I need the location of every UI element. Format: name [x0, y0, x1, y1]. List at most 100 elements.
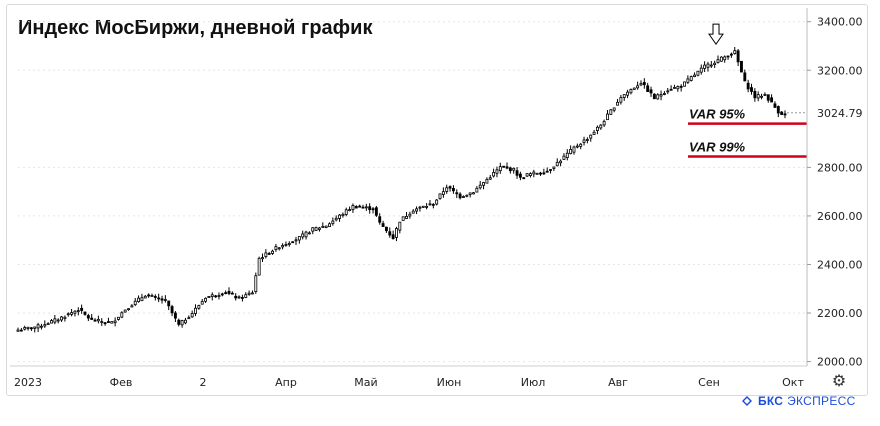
candle-body: [254, 275, 258, 292]
candle: [170, 304, 174, 317]
candle-body: [277, 247, 281, 250]
candle: [398, 221, 402, 234]
candle-body: [733, 50, 737, 54]
candle: [274, 243, 278, 252]
candle-body: [629, 89, 633, 94]
candle: [291, 241, 295, 244]
candle: [364, 203, 368, 211]
candle-body: [60, 316, 63, 321]
candle-body: [726, 55, 730, 58]
candle-body: [90, 317, 94, 320]
candle: [431, 203, 435, 209]
candle: [194, 304, 197, 317]
candle: [247, 290, 251, 296]
candle-body: [549, 169, 552, 171]
candle-body: [354, 206, 358, 209]
candle: [575, 143, 579, 149]
candle: [662, 91, 666, 96]
candle: [19, 327, 23, 332]
candle-body: [224, 292, 228, 295]
candle: [100, 318, 104, 326]
candle-body: [465, 194, 469, 197]
candle: [616, 99, 619, 106]
candle-body: [381, 223, 385, 227]
candle-body: [53, 318, 57, 323]
candle: [374, 205, 378, 217]
candle-body: [80, 307, 84, 311]
candle: [50, 319, 53, 324]
candle: [301, 230, 305, 240]
candle: [451, 185, 455, 194]
candle-body: [740, 60, 743, 73]
candle-body: [297, 236, 301, 241]
candle: [60, 315, 63, 322]
candle-body: [659, 94, 663, 97]
candle: [311, 227, 315, 235]
candle: [508, 166, 512, 174]
candle: [103, 321, 107, 326]
candle: [760, 93, 763, 100]
candle: [599, 124, 603, 130]
y-axis: 3400.00 3200.00 3024.79 2800.00 2600.00 2400.…: [787, 8, 863, 369]
candle-body: [575, 145, 579, 148]
candle: [763, 92, 767, 96]
candle-body: [19, 329, 23, 332]
candle-body: [589, 134, 593, 139]
candle: [137, 295, 141, 303]
candle: [16, 327, 20, 332]
candle: [689, 75, 693, 82]
candle-body: [448, 186, 452, 189]
candle: [123, 309, 127, 313]
candle-body: [498, 166, 502, 172]
candle: [770, 94, 774, 103]
candle-body: [127, 308, 130, 311]
candle-body: [341, 213, 345, 217]
candle-body: [187, 317, 191, 320]
candle-body: [542, 172, 546, 175]
candle-body: [729, 53, 733, 56]
candle: [619, 94, 623, 105]
candle-body: [428, 203, 432, 206]
candle: [552, 166, 556, 172]
candle-body: [451, 187, 455, 192]
x-tick-label: Июн: [437, 376, 462, 389]
candle: [244, 292, 248, 299]
candle-body: [384, 226, 388, 232]
candle: [649, 86, 653, 97]
candle-body: [137, 297, 141, 302]
candle: [261, 253, 264, 262]
y-tick-label: 2200.00: [817, 307, 863, 320]
candle-body: [227, 291, 231, 294]
candle-body: [16, 329, 20, 332]
candle: [150, 293, 154, 297]
candle: [160, 295, 164, 304]
candle-body: [117, 316, 120, 320]
candle-body: [348, 209, 352, 211]
candle: [515, 167, 519, 179]
candle-body: [150, 295, 154, 297]
candle: [589, 134, 593, 142]
candle-body: [46, 323, 50, 326]
candle: [70, 308, 74, 317]
candle: [368, 203, 372, 214]
candle-body: [756, 94, 760, 99]
candle: [569, 145, 573, 155]
candle-body: [555, 161, 559, 167]
candle: [264, 249, 268, 259]
candle: [180, 319, 184, 328]
gear-icon[interactable]: ⚙: [831, 371, 847, 390]
x-tick-label: Авг: [608, 376, 628, 389]
down-arrow-icon: [708, 23, 724, 46]
x-tick-label: 2: [200, 376, 207, 389]
candle-body: [338, 214, 341, 219]
candle: [666, 88, 670, 95]
y-tick-label: 2600.00: [817, 210, 863, 223]
candle-body: [408, 213, 412, 217]
candle: [86, 313, 90, 322]
candle: [766, 94, 770, 103]
candles: [16, 46, 787, 333]
candle-body: [636, 85, 640, 89]
candle: [612, 107, 616, 113]
brand-mark-icon: [742, 396, 752, 406]
candle: [120, 311, 124, 319]
